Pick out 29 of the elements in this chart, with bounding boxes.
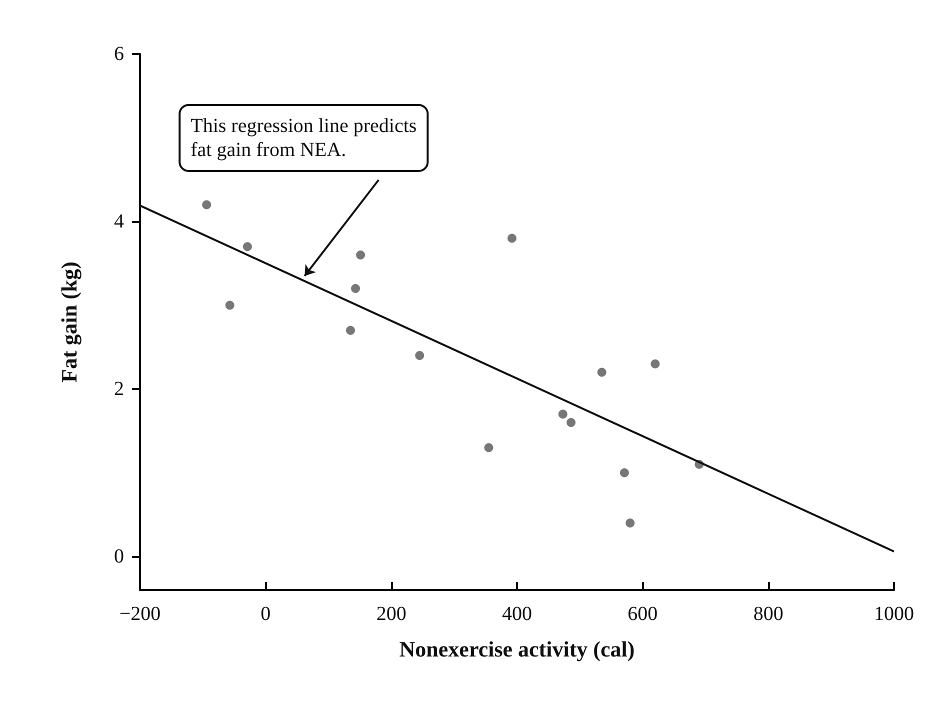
y-axis-title: Fat gain (kg): [56, 262, 82, 382]
point: [620, 468, 629, 478]
y-tick-label: 6: [114, 43, 124, 65]
point: [484, 443, 494, 452]
point: [597, 368, 606, 377]
y-tick-label: 4: [114, 210, 124, 232]
annotation: This regression line predicts fat gain from NEA.: [190, 114, 417, 161]
x-tick-label: 0: [260, 603, 271, 625]
point: [242, 242, 252, 252]
point: [626, 518, 635, 528]
x-tick-label: 200: [376, 603, 406, 625]
point: [346, 326, 355, 335]
point: [507, 234, 516, 243]
point: [566, 418, 576, 427]
point: [225, 300, 234, 310]
x-tick-label: 1000: [874, 603, 914, 625]
x-tick-label: 400: [502, 603, 532, 625]
point: [356, 250, 366, 260]
x-tick-label: 800: [753, 603, 784, 625]
x-tick-label: 600: [628, 603, 658, 625]
y-tick-label: 2: [114, 378, 124, 400]
x-tick-label: −200: [119, 603, 161, 625]
point: [650, 359, 660, 368]
y-tick-label: 0: [114, 546, 124, 568]
x-axis-title: Nonexercise activity (cal): [399, 636, 635, 662]
point: [558, 410, 568, 419]
point: [351, 284, 360, 293]
point: [202, 200, 212, 210]
point: [415, 351, 424, 360]
